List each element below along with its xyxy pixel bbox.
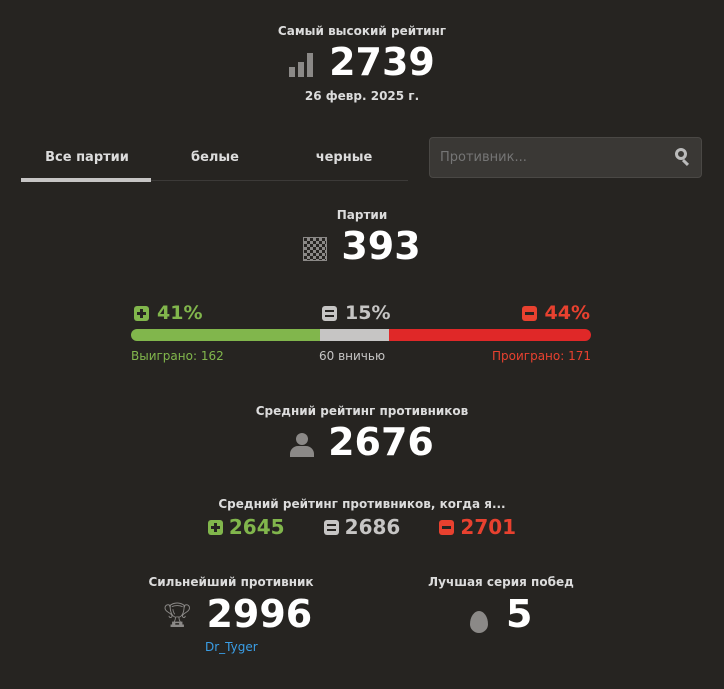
win-count: Выиграно: 162 <box>131 349 224 363</box>
avg-when-loss: 2701 <box>460 515 517 539</box>
equals-icon <box>323 519 339 535</box>
avg-when-draw: 2686 <box>344 515 401 539</box>
win-segment <box>131 329 320 341</box>
opponent-search-input[interactable] <box>438 149 642 166</box>
avg-when-win: 2645 <box>228 515 285 539</box>
plus-icon <box>134 305 149 321</box>
avg-rating: 2676 <box>0 420 724 464</box>
draw-pct: 15% <box>322 302 390 324</box>
tab-all-games[interactable]: Все партии <box>45 150 129 165</box>
avg-rating-value: 2676 <box>328 420 434 464</box>
draw-segment <box>319 329 389 341</box>
games-value: 393 <box>341 224 421 268</box>
search-icon-handle <box>681 158 690 167</box>
tabs-divider <box>21 180 408 181</box>
games-count: 393 <box>0 224 724 268</box>
highest-rating-value: 2739 <box>329 40 435 84</box>
strongest-label: Сильнейший противник <box>148 575 314 589</box>
plus-icon <box>207 519 223 535</box>
loss-pct: 44% <box>521 302 590 324</box>
trophy-icon: 🏆︎ <box>162 601 193 629</box>
user-icon <box>290 433 315 457</box>
highest-rating: 2739 <box>0 40 724 84</box>
loss-segment <box>388 329 591 341</box>
flame-icon <box>470 611 488 633</box>
win-pct: 41% <box>134 302 202 324</box>
games-label: Партии <box>336 208 388 222</box>
results-bar <box>131 329 591 341</box>
avg-when-values: 2645 2686 2701 <box>0 515 724 539</box>
streak: 5 <box>470 592 532 636</box>
highest-rating-date: 26 февр. 2025 г. <box>304 89 420 103</box>
chessboard-icon <box>303 237 328 261</box>
streak-label: Лучшая серия побед <box>428 575 574 589</box>
tab-white[interactable]: белые <box>191 150 239 165</box>
avg-rating-label: Средний рейтинг противников <box>255 404 469 418</box>
minus-icon <box>521 305 537 321</box>
strongest-opponent-link[interactable]: Dr_Tyger <box>205 640 258 654</box>
minus-icon <box>439 519 455 535</box>
equals-icon <box>322 305 337 321</box>
loss-count: Проиграно: 171 <box>491 349 591 363</box>
streak-value: 5 <box>506 592 533 636</box>
bar-chart-icon <box>289 53 315 77</box>
highest-rating-label: Самый высокий рейтинг <box>277 24 447 38</box>
tab-black[interactable]: черные <box>315 150 373 165</box>
strongest-value: 2996 <box>206 592 313 636</box>
active-tab-indicator <box>21 178 151 182</box>
avg-when-label: Средний рейтинг противников, когда я... <box>218 497 506 511</box>
opponent-search[interactable] <box>429 137 702 178</box>
strongest: 🏆︎ 2996 <box>162 592 312 636</box>
search-icon[interactable] <box>675 148 687 160</box>
draw-count: 60 вничью <box>319 349 386 363</box>
